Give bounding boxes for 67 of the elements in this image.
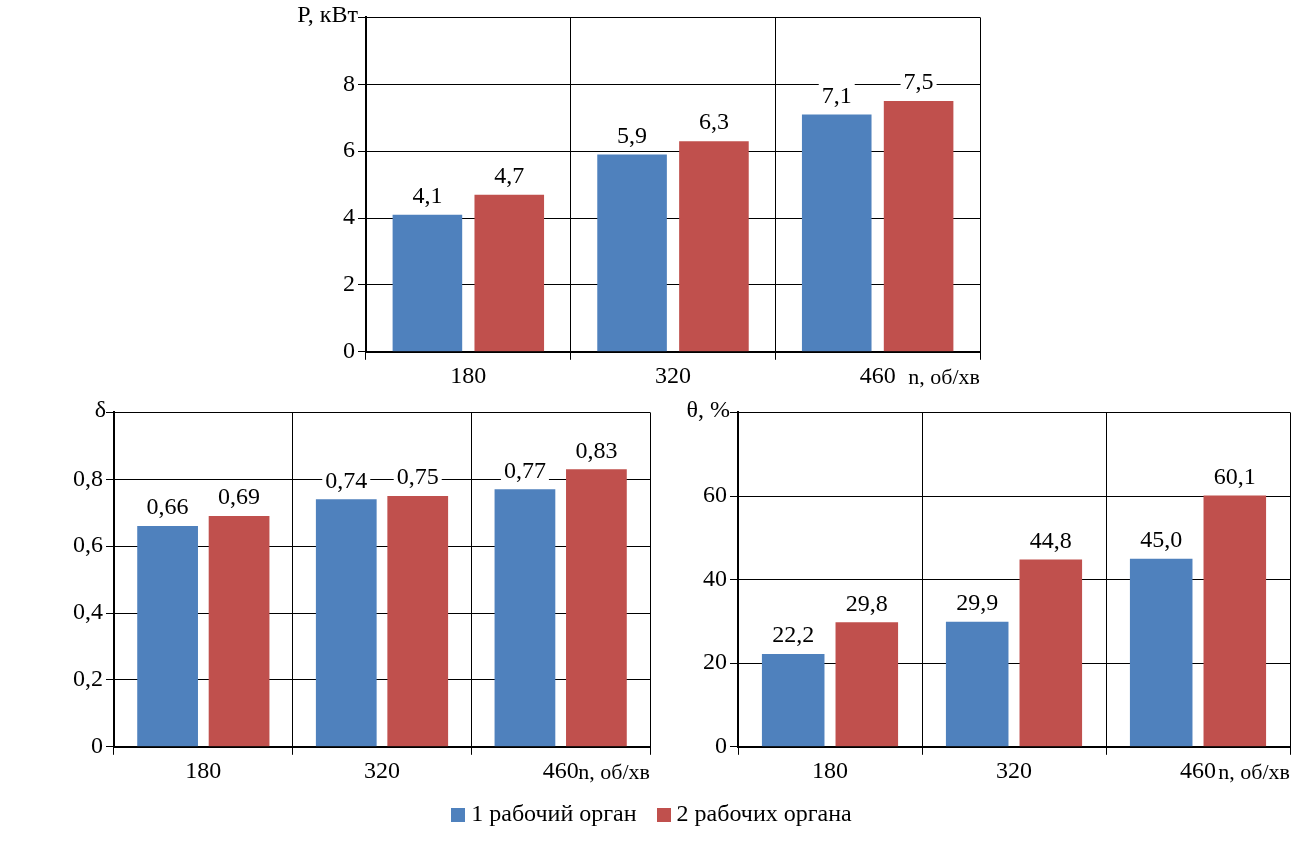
y-tick-label: 6 bbox=[343, 136, 355, 163]
bar bbox=[474, 194, 545, 352]
y-tick-label: 0,4 bbox=[73, 598, 103, 625]
bar bbox=[761, 654, 825, 747]
bar bbox=[1129, 558, 1193, 747]
y-tick-label: 0 bbox=[91, 732, 103, 759]
y-tick-label: 8 bbox=[343, 69, 355, 96]
text: 0,66 bbox=[146, 493, 189, 520]
bar bbox=[883, 101, 954, 352]
y-axis-title: θ, % bbox=[686, 396, 730, 423]
y-tick-label: 0,8 bbox=[73, 464, 103, 491]
bar bbox=[494, 489, 556, 747]
text: 0,83 bbox=[575, 436, 618, 463]
bar bbox=[1203, 495, 1267, 747]
y-tick-label: 4 bbox=[343, 203, 355, 230]
bar bbox=[679, 141, 749, 352]
y-tick-label: 20 bbox=[703, 648, 727, 675]
x-tick-label: 320 bbox=[655, 362, 691, 389]
text: 7,5 bbox=[903, 68, 934, 95]
text: 22,2 bbox=[772, 621, 815, 648]
x-tick-label: 180 bbox=[185, 757, 222, 784]
y-tick-label: 0 bbox=[343, 337, 355, 364]
bar bbox=[945, 621, 1009, 747]
text: 5,9 bbox=[617, 121, 648, 148]
text: 45,0 bbox=[1140, 526, 1183, 552]
bar bbox=[801, 114, 872, 352]
y-tick-label: 0 bbox=[715, 732, 727, 759]
x-tick-label: 180 bbox=[812, 757, 848, 784]
y-axis-title: P, кВт bbox=[297, 1, 359, 28]
x-tick-label: 180 bbox=[450, 362, 487, 389]
text: 0,77 bbox=[503, 456, 546, 483]
text: 7,1 bbox=[821, 81, 852, 108]
y-axis-title: δ bbox=[94, 396, 106, 423]
text: 4,7 bbox=[494, 161, 525, 188]
bar bbox=[835, 622, 899, 747]
text: 44,8 bbox=[1029, 526, 1072, 553]
x-axis-title: n, об/хв bbox=[908, 363, 980, 389]
x-tick-label: 460 bbox=[1180, 757, 1216, 784]
bar bbox=[597, 154, 667, 352]
legend-label: 1 рабочий орган bbox=[470, 800, 637, 826]
text: 4,1 bbox=[412, 181, 443, 208]
text: 0,69 bbox=[218, 483, 261, 510]
x-tick-label: 460 bbox=[542, 757, 579, 784]
bar bbox=[392, 214, 463, 352]
y-tick-label: 40 bbox=[703, 564, 727, 591]
bar bbox=[387, 496, 449, 747]
x-tick-label: 460 bbox=[859, 362, 896, 389]
x-tick-label: 320 bbox=[364, 757, 400, 784]
text: 60,1 bbox=[1213, 462, 1256, 489]
bar bbox=[566, 469, 627, 747]
bar bbox=[315, 499, 377, 747]
text: 0,74 bbox=[325, 466, 368, 493]
y-tick-label: 0,6 bbox=[73, 531, 103, 558]
legend-label: 2 рабочих органа bbox=[675, 800, 852, 826]
x-tick-label: 320 bbox=[996, 757, 1032, 784]
bar bbox=[1019, 559, 1083, 747]
y-tick-label: 2 bbox=[343, 270, 355, 297]
bar bbox=[137, 526, 198, 747]
text: 29,8 bbox=[845, 589, 888, 616]
bar bbox=[208, 516, 270, 747]
text: 0,75 bbox=[396, 463, 439, 490]
x-axis-title: n, об/хв bbox=[578, 758, 650, 784]
text: 6,3 bbox=[698, 108, 729, 135]
y-tick-label: 0,2 bbox=[73, 665, 103, 692]
y-tick-label: 60 bbox=[703, 481, 727, 508]
text: 29,9 bbox=[956, 589, 999, 616]
x-axis-title: n, об/хв bbox=[1218, 758, 1290, 784]
